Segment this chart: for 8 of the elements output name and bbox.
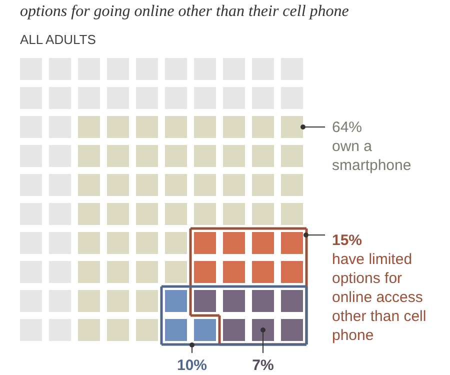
category-label: own a smartphone <box>332 138 412 174</box>
data-label: 10% <box>176 357 208 374</box>
data-label: 15% <box>332 232 362 249</box>
category-label: have limited options for online access other than cell phone <box>332 251 426 344</box>
data-label: 64% <box>332 119 362 136</box>
data-label: 7% <box>252 357 274 374</box>
text: options for going online other than their cell phone <box>20 3 349 20</box>
text: ALL ADULTS <box>20 32 96 47</box>
